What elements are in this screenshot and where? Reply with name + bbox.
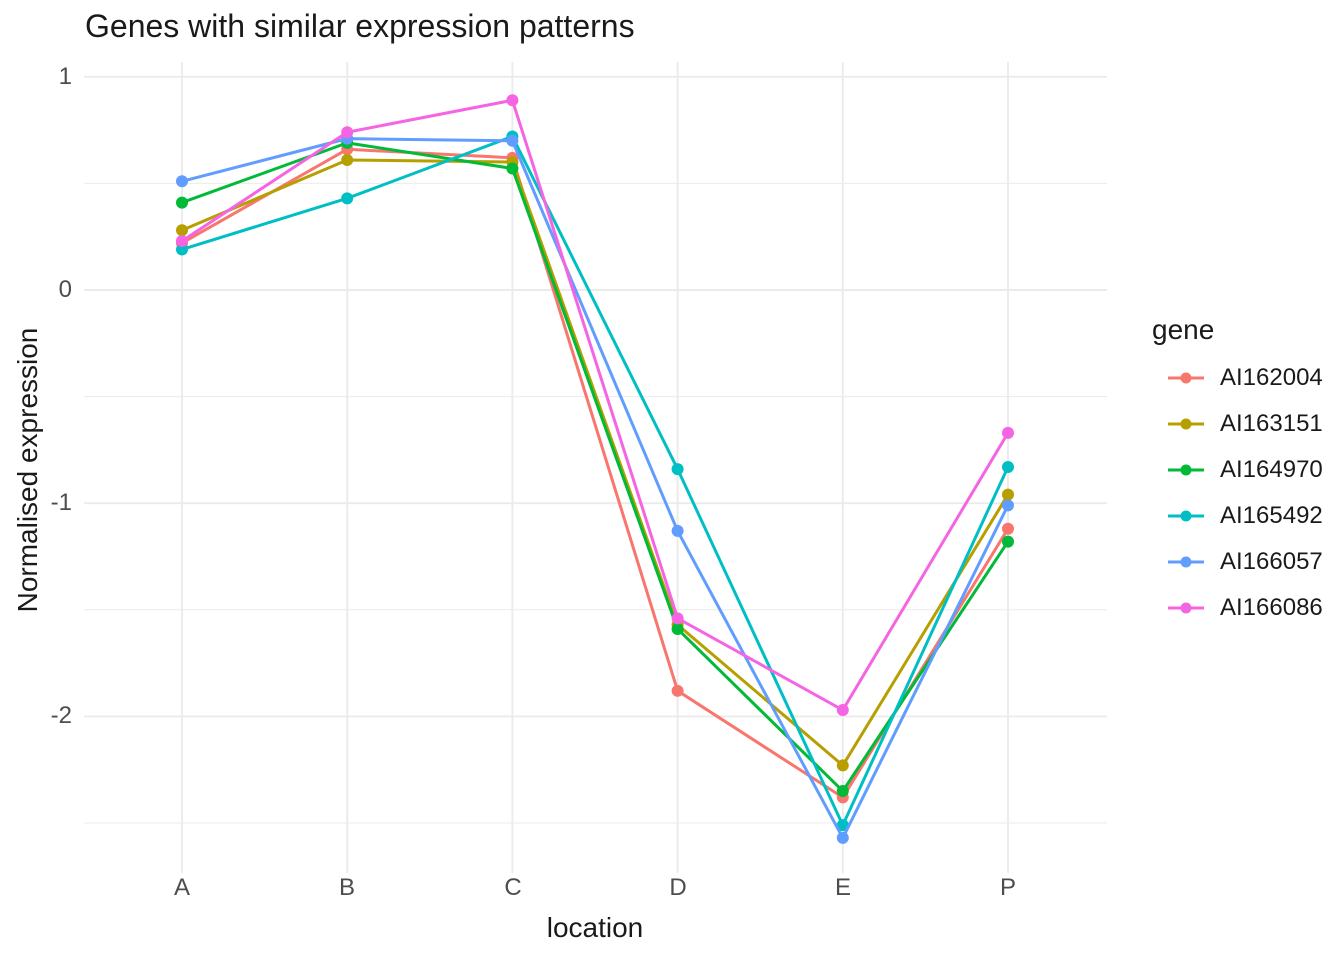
y-tick-label: 0 — [58, 276, 72, 303]
legend-key-icon — [1168, 556, 1204, 568]
legend-item-label: AI162004 — [1220, 364, 1323, 391]
legend-item-label: AI163151 — [1220, 410, 1323, 437]
legend-item-label: AI166086 — [1220, 594, 1323, 621]
x-tick-label: C — [504, 874, 522, 901]
legend-item: AI166057 — [1166, 545, 1323, 579]
x-axis-title: location — [546, 912, 644, 943]
y-tick-label: -2 — [50, 702, 72, 729]
x-tick-label: D — [669, 874, 687, 901]
legend-title: gene — [1152, 314, 1215, 345]
legend-key-icon — [1168, 510, 1204, 522]
y-axis-title: Normalised expression — [12, 327, 43, 613]
chart-title: Genes with similar expression patterns — [85, 8, 635, 44]
legend-item: AI164970 — [1166, 453, 1323, 487]
legend-item: AI166086 — [1166, 591, 1323, 625]
legend-item: AI163151 — [1166, 407, 1323, 441]
y-tick-label: 1 — [58, 63, 72, 90]
y-tick-label: -1 — [50, 489, 72, 516]
x-tick-label: A — [173, 874, 190, 901]
legend-item-label: AI165492 — [1220, 502, 1323, 529]
legend-key-icon — [1168, 464, 1204, 476]
legend-key-icon — [1168, 602, 1204, 614]
legend-item-label: AI166057 — [1220, 548, 1323, 575]
legend-key-icon — [1168, 418, 1204, 430]
legend-item-label: AI164970 — [1220, 456, 1323, 483]
x-tick-label: B — [338, 874, 355, 901]
legend: gene AI162004 AI163151 AI164970 — [1152, 314, 1323, 621]
x-tick-label: P — [999, 874, 1016, 901]
legend-item: AI165492 — [1166, 499, 1323, 533]
legend-item: AI162004 — [1166, 361, 1323, 395]
x-tick-label: E — [834, 874, 851, 901]
legend-key-icon — [1168, 372, 1204, 384]
